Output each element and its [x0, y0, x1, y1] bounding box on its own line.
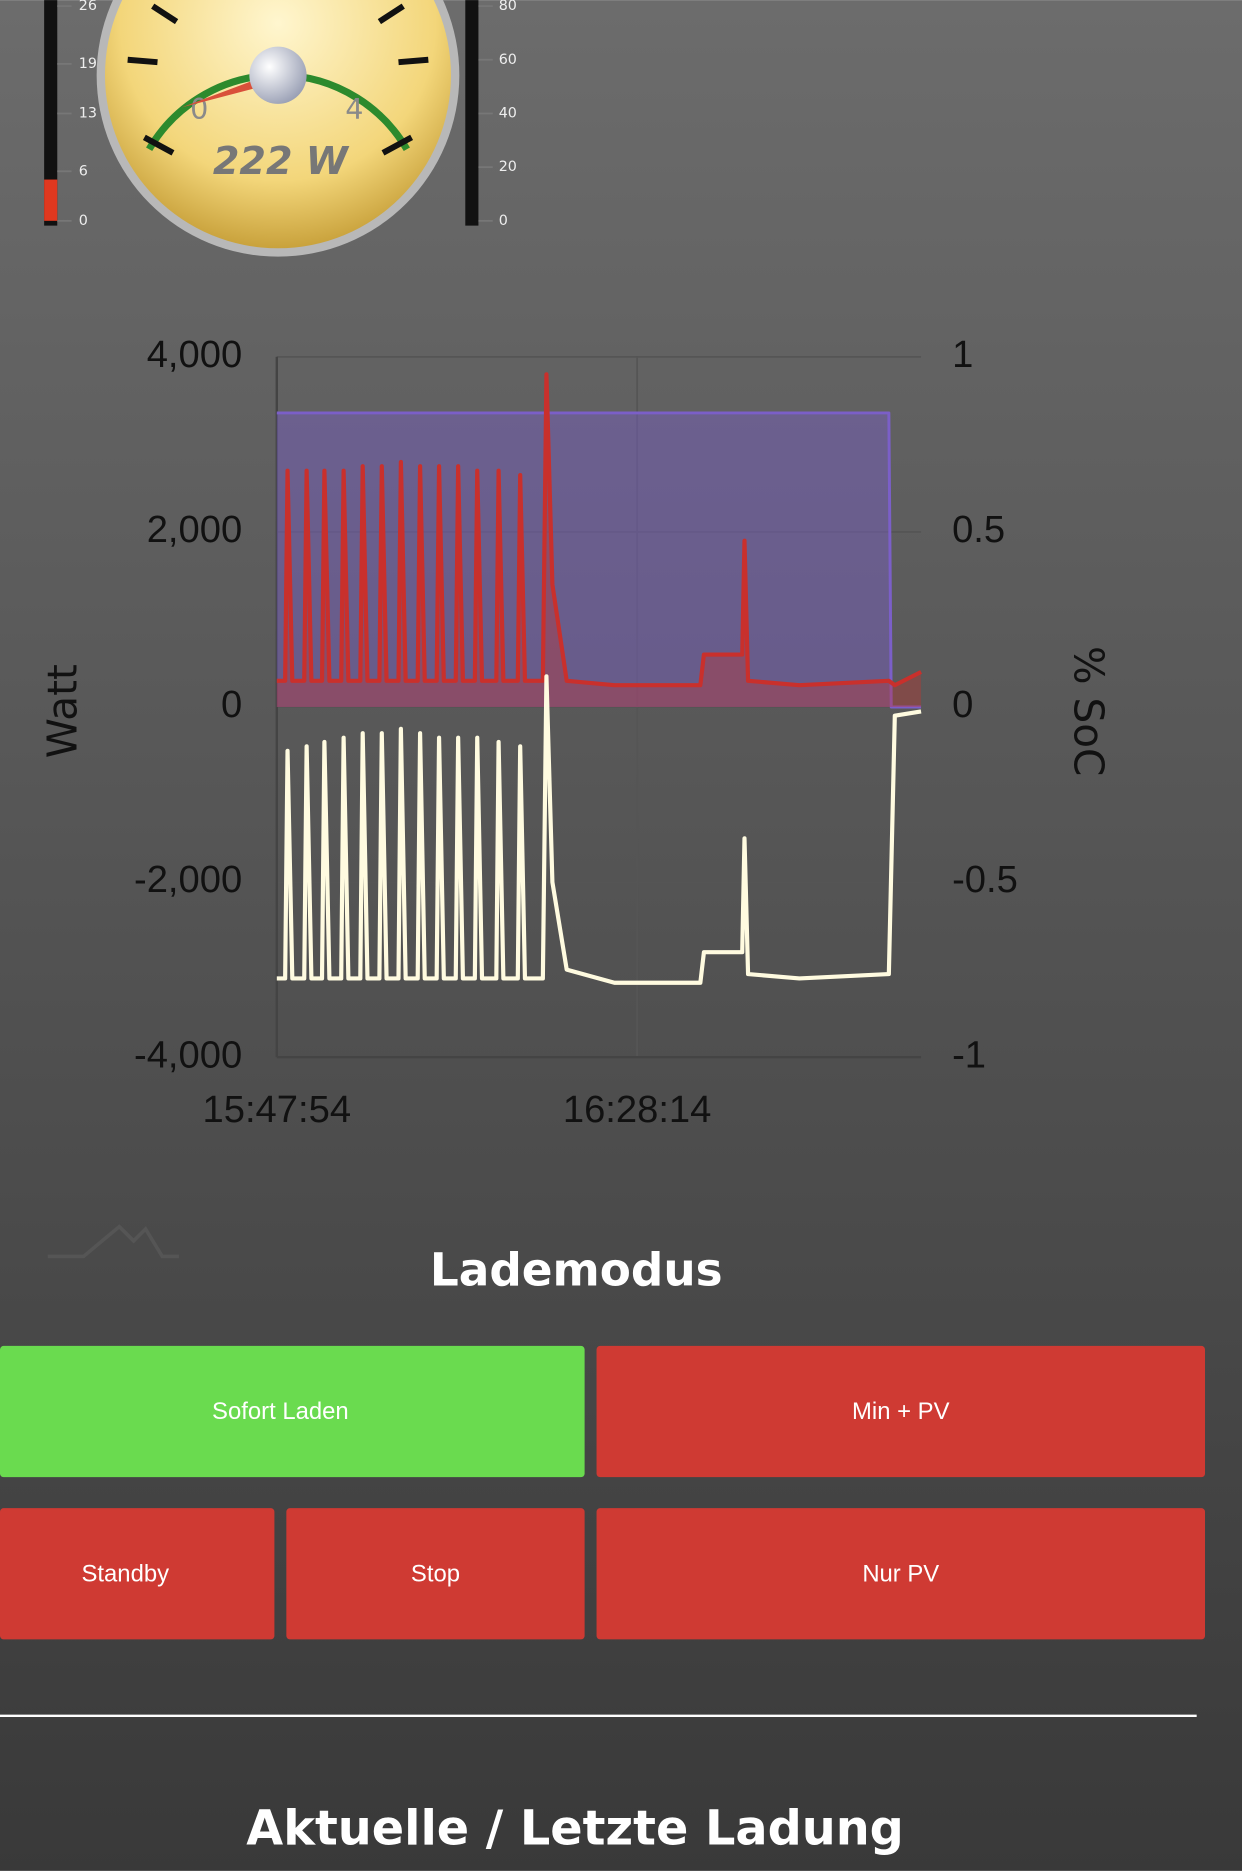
left-bar	[44, 0, 58, 226]
y-tick-label: -2,000	[134, 858, 242, 901]
y-tick-label: 2,000	[147, 508, 242, 551]
series-line	[276, 674, 922, 985]
right-bar	[465, 0, 479, 226]
y2-tick-label: -1	[952, 1033, 986, 1076]
section-title: Lademodus	[430, 1244, 723, 1297]
button-label[interactable]: Nur PV	[862, 1560, 939, 1587]
gauge-tick-label: 4	[345, 92, 363, 126]
y2-axis-label: % SoC	[1065, 646, 1113, 776]
button-label[interactable]: Stop	[411, 1560, 460, 1587]
y2-tick-label: 0.5	[952, 508, 1005, 551]
tick-label: 0	[79, 213, 88, 229]
series-line	[276, 411, 922, 709]
tick-label: 20	[499, 159, 517, 175]
button-label[interactable]: Sofort Laden	[212, 1398, 349, 1425]
y-axis-label: Watt	[39, 664, 87, 758]
gauge-knob	[249, 46, 307, 104]
y2-tick-label: 1	[952, 333, 973, 376]
tick-label: 60	[499, 52, 517, 68]
tick-label: 26	[79, 0, 97, 14]
series-line	[276, 372, 923, 688]
tick-label: 40	[499, 105, 517, 121]
button[interactable]	[0, 1508, 275, 1640]
y-tick-label: 4,000	[147, 333, 242, 376]
button[interactable]	[596, 1508, 1206, 1640]
tick-label: 0	[499, 213, 508, 229]
y2-tick-label: 0	[952, 683, 973, 726]
button[interactable]	[0, 1345, 585, 1478]
area	[276, 412, 922, 708]
gauge-tick-label: 0	[190, 92, 208, 126]
tick-label: 6	[79, 163, 88, 179]
button[interactable]	[596, 1345, 1206, 1478]
tick-label: 80	[499, 0, 517, 14]
logo	[47, 1224, 179, 1259]
button-label[interactable]: Min + PV	[852, 1398, 950, 1425]
button[interactable]	[286, 1508, 585, 1640]
x-tick-label: 15:47:54	[203, 1088, 352, 1131]
tick-label: 19	[79, 56, 97, 72]
bar-fill	[44, 179, 58, 221]
tick-label: 13	[79, 105, 97, 121]
footer-title: Aktuelle / Letzte Ladung	[246, 1802, 904, 1857]
y2-tick-label: -0.5	[952, 858, 1018, 901]
y-tick-label: -4,000	[134, 1033, 242, 1076]
gauge-face	[105, 0, 451, 249]
gauge-ticks	[127, 3, 429, 156]
y-tick-label: 0	[221, 683, 242, 726]
gauge-readout: 222 W	[213, 140, 350, 184]
x-tick-label: 16:28:14	[563, 1088, 712, 1131]
button-label[interactable]: Standby	[81, 1560, 169, 1587]
